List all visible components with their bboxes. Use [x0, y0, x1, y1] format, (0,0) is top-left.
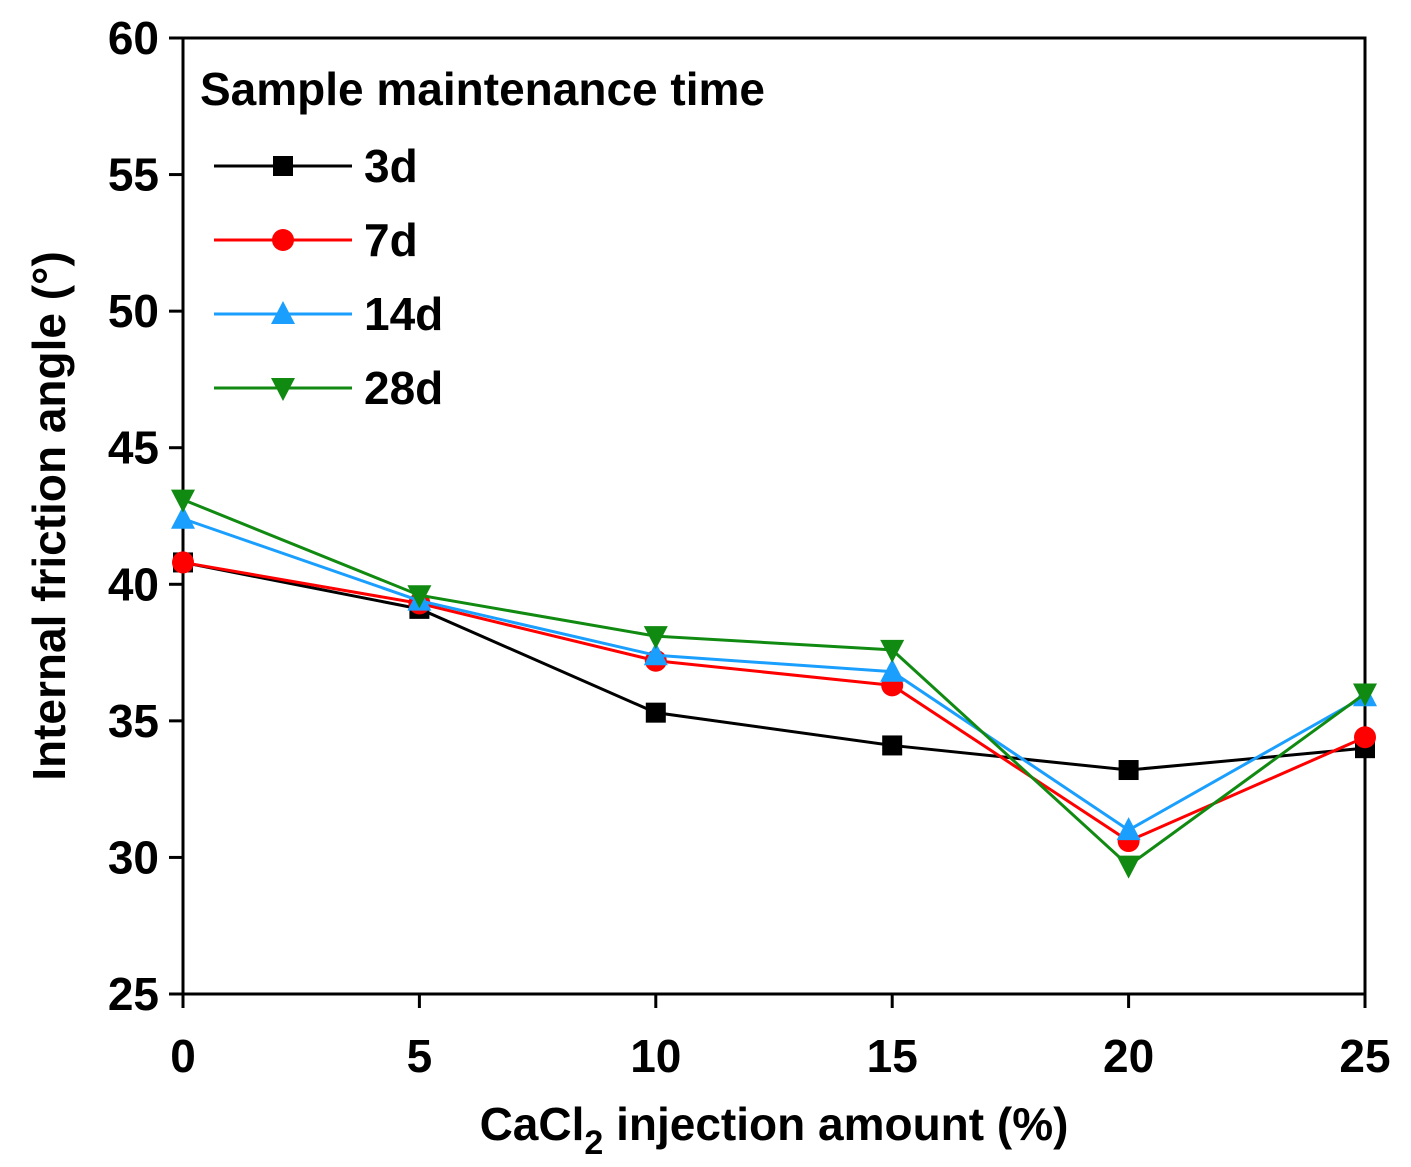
data-point — [1116, 855, 1141, 879]
y-tick-label: 35 — [108, 695, 159, 747]
series-line — [182, 517, 1366, 832]
data-point — [172, 551, 194, 574]
legend-label: 14d — [364, 288, 443, 340]
data-point — [882, 735, 903, 756]
series-3d — [173, 552, 1375, 781]
y-tick-label: 45 — [108, 422, 159, 474]
series-line — [182, 498, 1366, 868]
data-point — [171, 505, 195, 529]
data-point — [643, 626, 668, 650]
x-axis-title-subscript: 2 — [584, 1124, 603, 1162]
series-line — [182, 560, 1366, 772]
data-point — [880, 658, 905, 682]
data-point — [171, 489, 195, 513]
series-14d — [171, 505, 1377, 841]
series-layer — [171, 489, 1377, 879]
data-point — [880, 639, 905, 663]
data-point — [1354, 726, 1376, 749]
legend-item-28d: 28d — [214, 362, 443, 414]
y-axis-ticks: 25 30 35 40 45 50 55 60 — [108, 12, 183, 1020]
y-tick-label: 55 — [108, 149, 159, 201]
x-axis-title: CaCl2 injection amount (%) — [480, 1098, 1069, 1162]
data-point — [1353, 683, 1377, 707]
legend-item-3d: 3d — [214, 140, 418, 192]
legend-item-14d: 14d — [214, 288, 443, 340]
x-axis-title-rest: injection amount (%) — [603, 1098, 1068, 1150]
series-28d — [171, 489, 1377, 879]
x-tick-label: 10 — [630, 1030, 681, 1082]
data-point — [1116, 817, 1141, 841]
x-axis-ticks: 0 5 10 15 20 25 — [170, 994, 1391, 1082]
legend-label: 7d — [364, 214, 418, 266]
x-tick-label: 25 — [1339, 1030, 1390, 1082]
y-tick-label: 30 — [108, 831, 159, 883]
y-tick-label: 50 — [108, 285, 159, 337]
legend-label: 3d — [364, 140, 418, 192]
data-point — [645, 702, 666, 723]
legend-title: Sample maintenance time — [200, 63, 765, 115]
data-point — [1118, 760, 1139, 781]
legend-marker — [271, 378, 295, 401]
legend-marker — [271, 301, 295, 324]
x-tick-label: 15 — [867, 1030, 918, 1082]
legend-marker — [272, 229, 294, 251]
x-axis-title-main: CaCl — [480, 1098, 585, 1150]
series-line — [182, 560, 1366, 843]
legend-label: 28d — [364, 362, 443, 414]
data-point — [643, 642, 668, 666]
data-point — [407, 585, 432, 609]
legend-item-7d: 7d — [214, 214, 418, 266]
y-axis-title: Internal friction angle (°) — [23, 251, 75, 781]
x-tick-label: 5 — [407, 1030, 433, 1082]
x-tick-label: 20 — [1103, 1030, 1154, 1082]
legend-marker — [273, 156, 293, 176]
x-tick-label: 0 — [170, 1030, 196, 1082]
y-tick-label: 60 — [108, 12, 159, 64]
legend: 3d 7d 14d 28d — [214, 140, 443, 414]
plot-frame — [181, 36, 1367, 996]
y-tick-label: 40 — [108, 558, 159, 610]
y-tick-label: 25 — [108, 968, 159, 1020]
